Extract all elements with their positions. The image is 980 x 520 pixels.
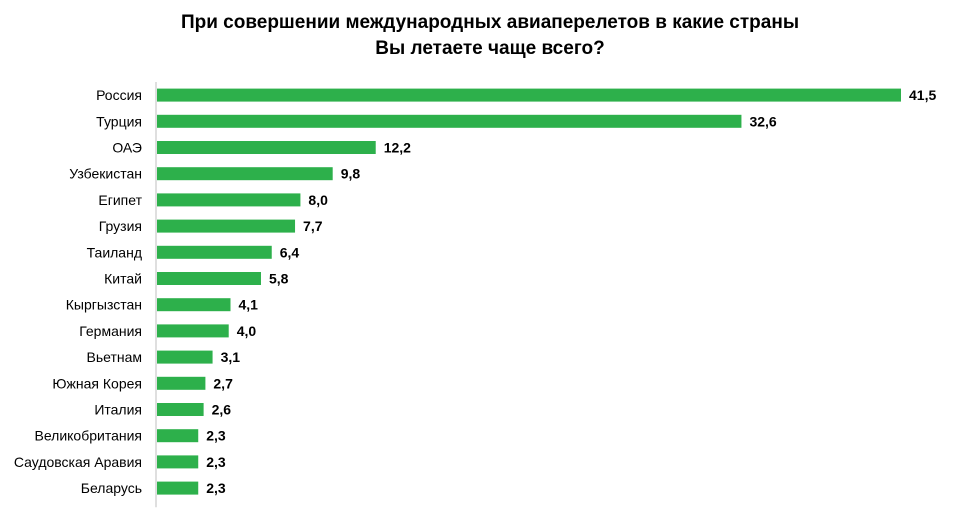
bar [157, 455, 199, 469]
bar [157, 376, 206, 390]
category-label: Италия [94, 402, 142, 418]
chart-title: При совершении международных авиаперелет… [0, 10, 980, 62]
category-label: Саудовская Аравия [14, 454, 142, 470]
category-label: Вьетнам [86, 349, 142, 365]
data-label: 5,8 [269, 271, 289, 287]
data-label: 2,3 [206, 480, 226, 496]
bar [157, 193, 301, 207]
chart-title-line-1: При совершении международных авиаперелет… [180, 12, 800, 33]
data-label: 3,1 [221, 349, 241, 365]
bar [157, 88, 901, 102]
bar [157, 324, 229, 338]
data-label: 2,7 [213, 375, 233, 391]
category-label: ОАЭ [112, 140, 142, 156]
data-label: 4,1 [239, 297, 259, 313]
bar [157, 272, 261, 285]
data-label: 2,6 [212, 402, 232, 418]
category-label: Грузия [99, 218, 142, 234]
category-label: Россия [96, 87, 142, 103]
category-label: Великобритания [34, 428, 142, 444]
category-label: Беларусь [81, 480, 142, 496]
category-label: Китай [104, 271, 142, 287]
bar [157, 298, 231, 312]
data-label: 32,6 [749, 113, 776, 129]
bar [157, 167, 333, 181]
chart-title-line-2: Вы летаете чаще всего? [375, 38, 605, 59]
bar [157, 350, 213, 364]
category-label: Кыргызстан [66, 297, 142, 313]
category-label: Египет [98, 192, 142, 208]
bar [157, 429, 199, 443]
data-label: 7,7 [303, 218, 323, 234]
data-label: 9,8 [341, 166, 361, 182]
bar [157, 219, 296, 233]
bar [157, 114, 742, 128]
bar [157, 481, 199, 495]
bar [157, 141, 376, 154]
bar [157, 245, 272, 259]
category-label: Таиланд [87, 244, 142, 260]
data-label: 2,3 [206, 428, 226, 444]
category-label: Южная Корея [52, 375, 142, 391]
data-label: 41,5 [909, 87, 936, 103]
category-label: Германия [79, 323, 142, 339]
data-label: 8,0 [308, 192, 328, 208]
category-label: Узбекистан [69, 166, 142, 182]
data-label: 2,3 [206, 454, 226, 470]
data-label: 4,0 [237, 323, 257, 339]
category-label: Турция [96, 113, 142, 129]
data-label: 12,2 [384, 140, 411, 156]
data-label: 6,4 [280, 244, 300, 260]
bar [157, 403, 204, 416]
